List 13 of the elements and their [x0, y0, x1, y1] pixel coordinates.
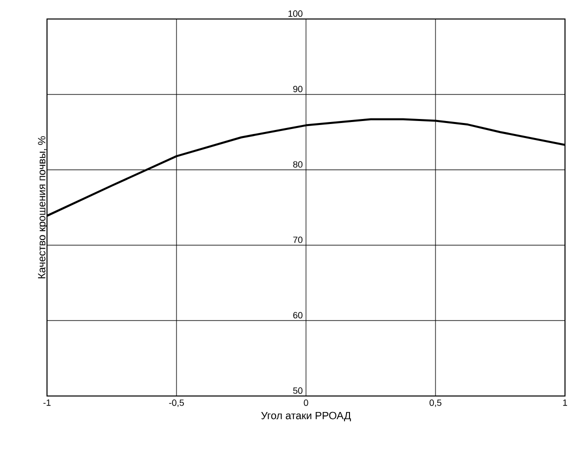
x-axis-title: Угол атаки РРОАД: [261, 412, 351, 422]
y-axis-title: Качество крошения почвы, %: [38, 136, 48, 278]
y-tick-label: 50: [293, 387, 302, 394]
y-tick-label: 100: [288, 10, 302, 17]
y-tick-label: 70: [293, 236, 302, 243]
x-tick-label: -1: [43, 400, 51, 406]
y-tick-label: 90: [293, 86, 302, 92]
y-tick-label: 80: [293, 161, 302, 168]
y-tick-label: 60: [293, 312, 302, 318]
x-tick-label: 0: [304, 400, 308, 406]
x-tick-label: 1: [563, 400, 568, 406]
x-tick-label: 0,5: [430, 400, 442, 407]
x-tick-label: -0,5: [169, 400, 184, 407]
